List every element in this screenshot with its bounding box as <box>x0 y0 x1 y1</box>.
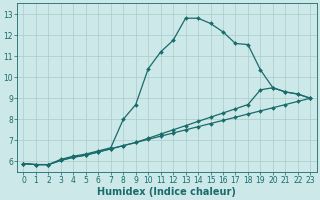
X-axis label: Humidex (Indice chaleur): Humidex (Indice chaleur) <box>98 187 236 197</box>
